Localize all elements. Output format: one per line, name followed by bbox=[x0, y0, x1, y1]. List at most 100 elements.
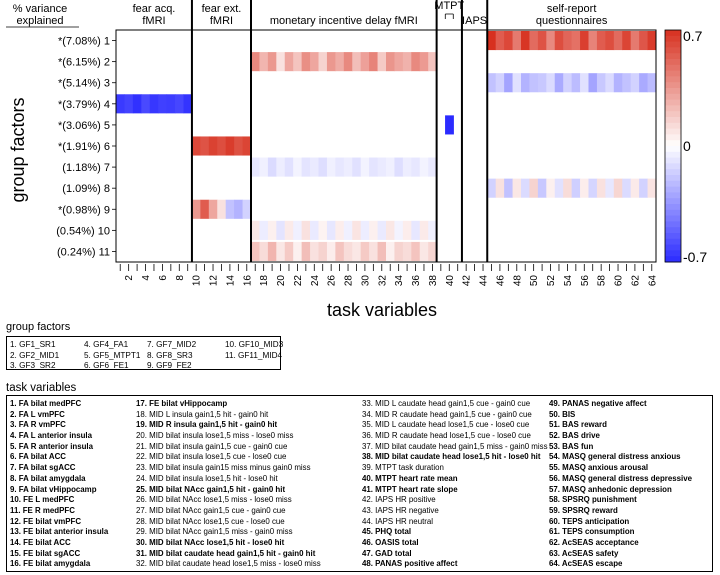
heatmap-cell bbox=[613, 178, 623, 198]
heatmap-cell bbox=[639, 31, 648, 51]
group-factor-item: 2. GF2_MID1 bbox=[10, 350, 60, 360]
heatmap-cell bbox=[293, 157, 303, 177]
task-variable-column: 17. FE bilat vHippocamp 18. MID L insula … bbox=[136, 399, 321, 570]
heatmap-cell bbox=[521, 31, 530, 51]
heatmap-cell bbox=[276, 220, 286, 240]
heatmap-cell bbox=[360, 157, 370, 177]
heatmap-cell bbox=[377, 157, 387, 177]
task-variable-item: 34. MID R caudate head gain1,5 cue - gai… bbox=[362, 409, 532, 419]
row-label: (0.24%) 11 bbox=[57, 246, 110, 258]
colorbar-segment bbox=[665, 53, 681, 60]
task-variable-item: 39. MTPT task duration bbox=[362, 463, 444, 473]
x-tick-label: 22 bbox=[293, 275, 304, 287]
task-variable-item: 3. FA R vmPFC bbox=[10, 420, 66, 430]
heatmap-cell bbox=[310, 220, 319, 240]
row-label: (1.09%) 8 bbox=[62, 183, 110, 195]
heatmap-cell bbox=[630, 31, 640, 51]
heatmap-cell bbox=[352, 157, 362, 177]
task-variable-item: 63. AcSEAS safety bbox=[549, 548, 619, 558]
x-tick-label: 42 bbox=[462, 275, 473, 287]
colorbar-segment bbox=[665, 64, 681, 72]
heatmap-cell bbox=[588, 178, 598, 198]
x-tick-label: 28 bbox=[344, 275, 355, 287]
heatmap-cell bbox=[369, 241, 378, 261]
colorbar-segment bbox=[665, 88, 681, 95]
task-variable-item: 7. FA bilat sgACC bbox=[10, 463, 76, 473]
task-variable-item: 46. OASIS total bbox=[362, 537, 419, 547]
heatmap-cell bbox=[504, 178, 513, 198]
row-label: *(0.98%) 9 bbox=[58, 204, 110, 216]
heatmap-cell bbox=[284, 220, 294, 240]
task-variable-item: 45. PHQ total bbox=[362, 527, 412, 537]
heatmap-cell bbox=[495, 31, 505, 51]
x-tick-label: 4 bbox=[141, 275, 152, 281]
heatmap-cell bbox=[132, 94, 142, 114]
heatmap-cell bbox=[360, 220, 370, 240]
x-tick-label: 46 bbox=[495, 275, 506, 287]
row-label: *(6.15%) 2 bbox=[58, 57, 110, 69]
heatmap-cell bbox=[402, 241, 412, 261]
heatmap-cell bbox=[596, 73, 606, 93]
heatmap-cell bbox=[411, 157, 421, 177]
heatmap-cell bbox=[613, 73, 623, 93]
row-label: *(3.06%) 5 bbox=[58, 120, 110, 132]
heatmap-cell bbox=[630, 178, 640, 198]
task-variable-item: 42. IAPS HR positive bbox=[362, 495, 436, 505]
x-tick-label: 64 bbox=[647, 275, 658, 287]
heatmap-cell bbox=[419, 157, 429, 177]
task-variable-item: 31. MID bilat caudate head gain1,5 hit -… bbox=[136, 548, 316, 558]
heatmap-cell bbox=[217, 199, 227, 219]
task-variable-item: 56. MASQ general distress depressive bbox=[549, 473, 692, 483]
colorbar-segment bbox=[665, 169, 681, 176]
x-tick-label: 6 bbox=[158, 275, 169, 281]
task-variable-item: 24. MID bilat insula lose1,5 hit - lose0… bbox=[136, 473, 278, 483]
heatmap-cell bbox=[563, 178, 573, 198]
heatmap-cell bbox=[647, 31, 657, 51]
section-label: MTPT bbox=[434, 0, 464, 12]
colorbar-segment bbox=[665, 134, 681, 141]
heatmap-cell bbox=[183, 94, 193, 114]
heatmap-cell bbox=[301, 241, 311, 261]
heatmap-cell bbox=[200, 199, 210, 219]
task-variable-item: 13. FE bilat anterior insula bbox=[10, 527, 109, 537]
heatmap-cell bbox=[149, 94, 159, 114]
heatmap-cell bbox=[343, 220, 353, 240]
task-variable-item: 11. FE R medPFC bbox=[10, 505, 75, 515]
heatmap-cell bbox=[284, 52, 294, 72]
task-variables-title: task variables bbox=[6, 382, 77, 394]
task-variable-item: 10. FE L medPFC bbox=[10, 495, 75, 505]
section-bracket bbox=[444, 13, 454, 19]
task-variable-item: 38. MID bilat caudate head lose1,5 hit -… bbox=[362, 452, 541, 462]
heatmap-cell bbox=[158, 94, 168, 114]
colorbar-tick-label: 0 bbox=[683, 138, 691, 154]
heatmap-cell bbox=[386, 52, 395, 72]
heatmap-cell bbox=[166, 94, 176, 114]
heatmap-cell bbox=[352, 220, 362, 240]
colorbar-segment bbox=[665, 238, 681, 246]
heatmap-cell bbox=[360, 52, 370, 72]
heatmap-cell bbox=[537, 31, 547, 51]
heatmap-cell bbox=[208, 136, 218, 156]
task-variable-item: 62. AcSEAS acceptance bbox=[549, 537, 639, 547]
heatmap-cell bbox=[141, 94, 151, 114]
heatmap-cell bbox=[605, 178, 615, 198]
heatmap-cell bbox=[419, 220, 429, 240]
colorbar-segment bbox=[665, 35, 681, 43]
colorbar-segment bbox=[665, 76, 681, 83]
y-axis-label: group factors bbox=[8, 97, 28, 202]
heatmap-cell bbox=[622, 178, 632, 198]
colorbar-segment bbox=[665, 244, 681, 251]
heatmap-cell bbox=[259, 52, 269, 72]
heatmap-cell bbox=[301, 52, 311, 72]
heatmap-cell bbox=[394, 241, 404, 261]
x-tick-label: 32 bbox=[377, 275, 388, 287]
task-variable-item: 15. FE bilat sgACC bbox=[10, 548, 81, 558]
heatmap-cell bbox=[402, 220, 412, 240]
heatmap-cell bbox=[495, 178, 505, 198]
heatmap-cell bbox=[402, 52, 412, 72]
task-variable-column: 1. FA bilat medPFC 2. FA L vmPFC 3. FA R v… bbox=[10, 399, 108, 570]
task-variable-item: 35. MID L caudate head lose1,5 cue - los… bbox=[362, 420, 530, 430]
heatmap-cell bbox=[394, 220, 404, 240]
x-tick-label: 18 bbox=[259, 275, 270, 287]
x-tick-label: 36 bbox=[411, 275, 422, 287]
